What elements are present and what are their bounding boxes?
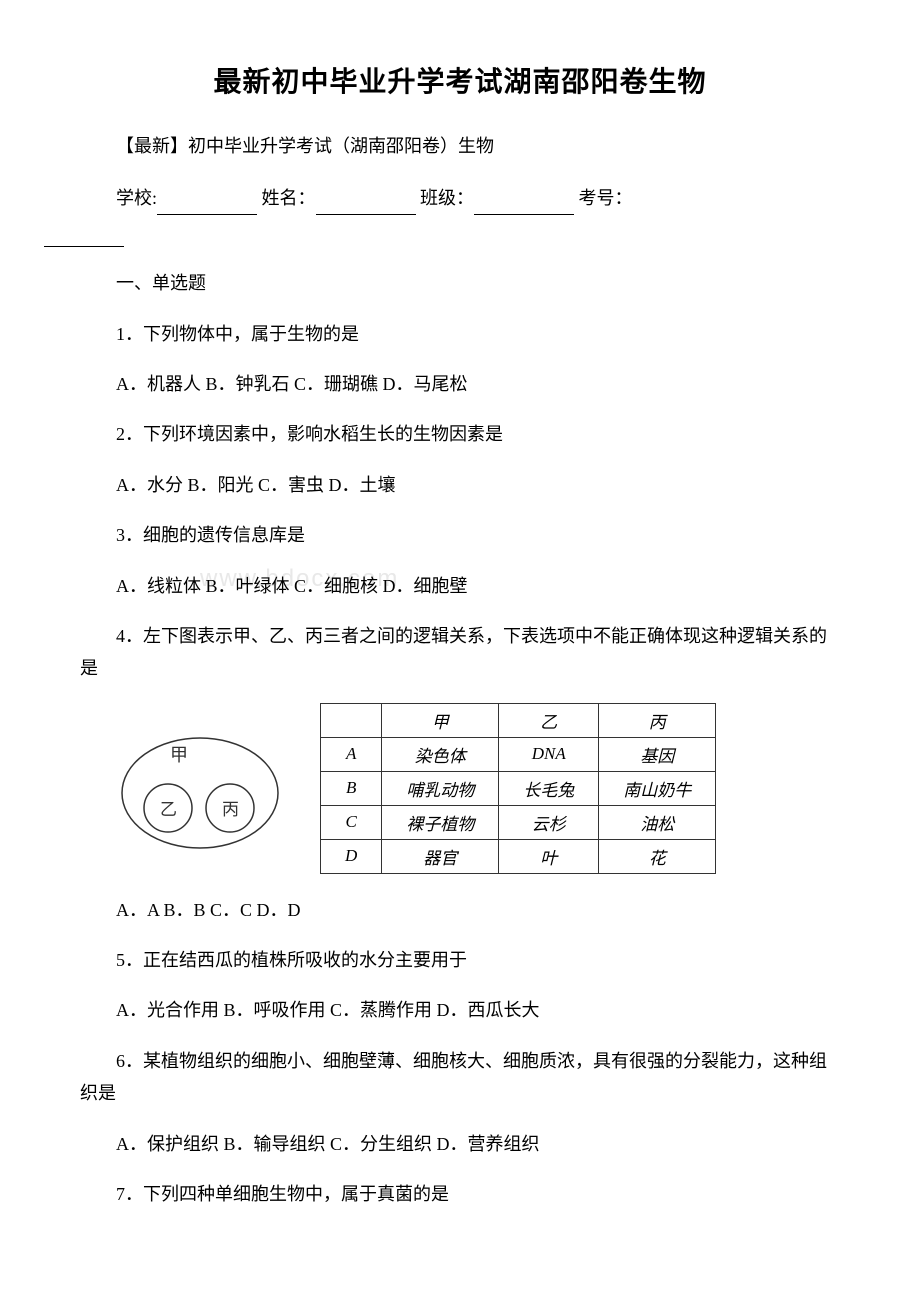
table-header-row: 甲 乙 丙 xyxy=(321,703,716,737)
table-cell: 裸子植物 xyxy=(382,805,499,839)
question-5-options: A．光合作用 B．呼吸作用 C．蒸腾作用 D．西瓜长大 xyxy=(80,994,840,1026)
table-row: C 裸子植物 云杉 油松 xyxy=(321,805,716,839)
table-cell: 油松 xyxy=(599,805,716,839)
table-cell: 器官 xyxy=(382,839,499,873)
venn-diagram: 甲 乙 丙 xyxy=(110,723,290,853)
school-label: 学校: xyxy=(116,188,157,208)
venn-left-label: 乙 xyxy=(160,800,177,819)
question-4-table: 甲 乙 丙 A 染色体 DNA 基因 B 哺乳动物 长毛兔 南山奶牛 C 裸子植… xyxy=(320,703,716,874)
table-cell: 染色体 xyxy=(382,737,499,771)
table-cell: DNA xyxy=(499,737,599,771)
table-cell: C xyxy=(321,805,382,839)
table-header-cell: 乙 xyxy=(499,703,599,737)
table-row: B 哺乳动物 长毛兔 南山奶牛 xyxy=(321,771,716,805)
question-7: 7．下列四种单细胞生物中，属于真菌的是 xyxy=(80,1178,840,1210)
question-2-options: A．水分 B．阳光 C．害虫 D．土壤 xyxy=(80,469,840,501)
table-header-cell: 丙 xyxy=(599,703,716,737)
class-label: 班级： xyxy=(420,188,474,208)
table-cell: D xyxy=(321,839,382,873)
exam-num-blank xyxy=(44,229,124,247)
question-1: 1．下列物体中，属于生物的是 xyxy=(80,318,840,350)
table-cell: B xyxy=(321,771,382,805)
table-cell: 长毛兔 xyxy=(499,771,599,805)
table-header-cell xyxy=(321,703,382,737)
table-cell: 花 xyxy=(599,839,716,873)
question-2: 2．下列环境因素中，影响水稻生长的生物因素是 xyxy=(80,418,840,450)
venn-right-label: 丙 xyxy=(222,800,239,819)
table-cell: A xyxy=(321,737,382,771)
table-cell: 云杉 xyxy=(499,805,599,839)
table-row: A 染色体 DNA 基因 xyxy=(321,737,716,771)
question-6-options: A．保护组织 B．输导组织 C．分生组织 D．营养组织 xyxy=(80,1128,840,1160)
table-header-cell: 甲 xyxy=(382,703,499,737)
question-4-figure-container: 甲 乙 丙 甲 乙 丙 A 染色体 DNA 基因 B 哺乳动物 长毛兔 xyxy=(110,703,840,874)
question-5: 5．正在结西瓜的植株所吸收的水分主要用于 xyxy=(80,944,840,976)
table-cell: 基因 xyxy=(599,737,716,771)
document-title: 最新初中毕业升学考试湖南邵阳卷生物 xyxy=(80,60,840,100)
table-cell: 叶 xyxy=(499,839,599,873)
question-4-options: A．A B．B C．C D．D xyxy=(80,894,840,926)
table-cell: 南山奶牛 xyxy=(599,771,716,805)
question-6: 6．某植物组织的细胞小、细胞壁薄、细胞核大、细胞质浓，具有很强的分裂能力，这种组… xyxy=(80,1045,840,1110)
question-4: 4．左下图表示甲、乙、丙三者之间的逻辑关系，下表选项中不能正确体现这种逻辑关系的… xyxy=(80,620,840,685)
school-blank xyxy=(157,197,257,215)
venn-outer-label: 甲 xyxy=(170,745,188,765)
question-3: 3．细胞的遗传信息库是 xyxy=(80,519,840,551)
name-label: 姓名： xyxy=(262,188,316,208)
question-3-options: A．线粒体 B．叶绿体 C．细胞核 D．细胞壁 xyxy=(80,570,840,602)
section-header: 一、单选题 xyxy=(80,267,840,299)
exam-num-label: 考号： xyxy=(579,188,633,208)
name-blank xyxy=(316,197,416,215)
class-blank xyxy=(474,197,574,215)
question-1-options: A．机器人 B．钟乳石 C．珊瑚礁 D．马尾松 xyxy=(80,368,840,400)
student-info-line: 学校: 姓名： 班级： 考号： xyxy=(80,182,840,247)
table-cell: 哺乳动物 xyxy=(382,771,499,805)
document-subtitle: 【最新】初中毕业升学考试（湖南邵阳卷）生物 xyxy=(80,130,840,162)
table-row: D 器官 叶 花 xyxy=(321,839,716,873)
